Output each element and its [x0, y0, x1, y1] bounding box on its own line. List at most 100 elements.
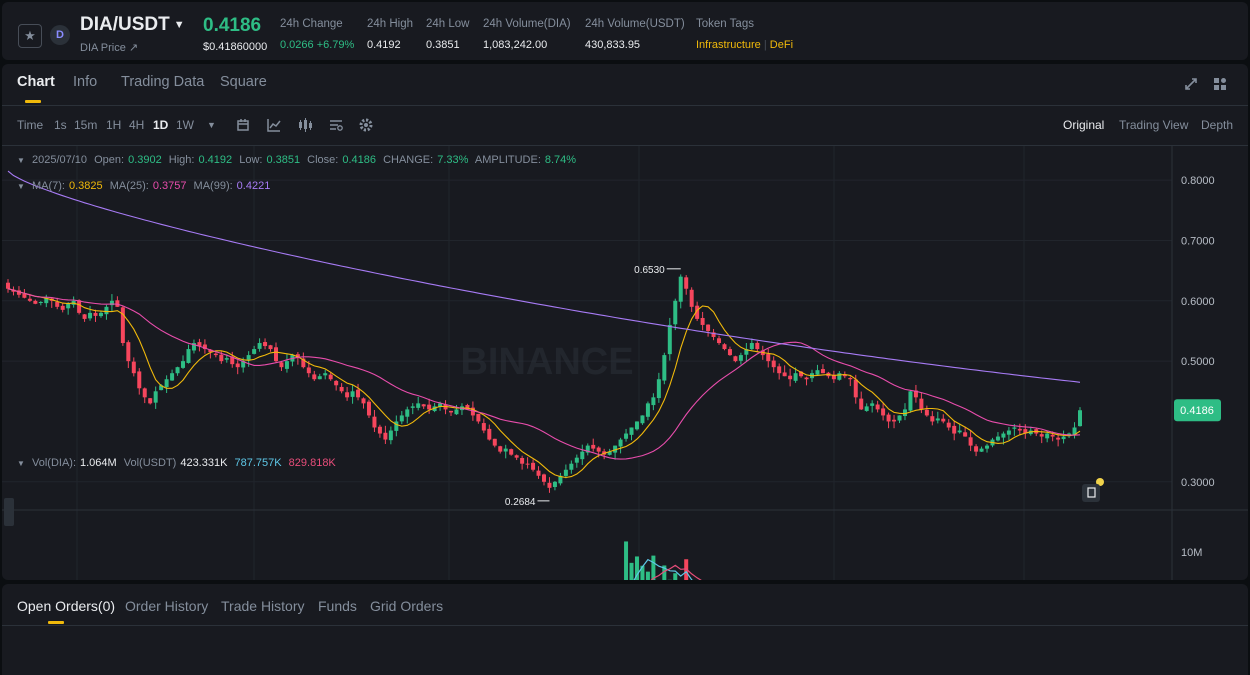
tab-funds[interactable]: Funds — [318, 598, 357, 614]
candle-body — [263, 342, 268, 347]
scroll-handle — [4, 498, 14, 526]
candle-body — [788, 375, 793, 380]
candle-body — [755, 342, 760, 350]
candle-body — [793, 373, 798, 381]
candle-body — [509, 449, 514, 455]
tag-infrastructure[interactable]: Infrastructure — [696, 39, 761, 51]
candle-body — [126, 342, 131, 362]
candle-body — [673, 300, 678, 325]
stat-24h-volume-usdt: 24h Volume(USDT) 430,833.95 — [585, 18, 685, 51]
candle-type-icon[interactable] — [297, 117, 313, 133]
candle-body — [44, 297, 49, 304]
timeframe-more-caret-icon[interactable]: ▼ — [207, 120, 216, 130]
volume-bar — [624, 541, 629, 580]
candle-body — [120, 307, 125, 344]
candle-body — [542, 474, 546, 482]
timeframe-1w[interactable]: 1W — [176, 118, 194, 132]
candle-body — [1039, 434, 1044, 437]
stat-value: 0.0266 +6.79% — [280, 39, 355, 51]
candle-body — [569, 463, 574, 470]
candle-body — [388, 430, 393, 441]
volume-ma2-line — [650, 564, 702, 580]
candle-body — [22, 293, 27, 298]
volume-collapse-icon[interactable]: ▼ — [17, 459, 25, 468]
candle-body — [563, 469, 568, 476]
timeframe-1d[interactable]: 1D — [153, 118, 169, 132]
candle-body — [416, 403, 421, 408]
candle-body — [109, 300, 114, 306]
candle-body — [1072, 427, 1077, 435]
candle-body — [334, 380, 339, 386]
tab-trading-data[interactable]: Trading Data — [121, 74, 205, 90]
tab-info[interactable]: Info — [73, 74, 98, 90]
ohlc-date: 2025/07/10 — [31, 154, 88, 166]
expand-icon[interactable] — [1183, 76, 1199, 92]
candle-body — [656, 379, 661, 399]
timeframe-1h[interactable]: 1H — [106, 118, 122, 132]
timeframe-1s[interactable]: 1s — [54, 118, 67, 132]
dia-price-link[interactable]: DIA Price ↗ — [80, 42, 139, 54]
candle-body — [312, 374, 317, 380]
stat-label: 24h Change — [280, 18, 343, 30]
pair-selector[interactable]: DIA/USDT ▼ — [80, 14, 185, 36]
chart-settings-list-icon[interactable] — [328, 117, 344, 133]
gear-icon[interactable] — [358, 117, 374, 133]
candle-body — [339, 386, 344, 392]
ma7-value: 0.3825 — [68, 180, 103, 192]
candle-body — [476, 413, 481, 422]
tab-open-orders[interactable]: Open Orders(0) — [17, 598, 116, 614]
token-tags: Token Tags Infrastructure | DeFi — [696, 18, 794, 51]
timeframe-4h[interactable]: 4H — [129, 118, 145, 132]
candle-body — [1078, 410, 1082, 427]
indicator-icon[interactable] — [266, 117, 282, 133]
candle-body — [487, 428, 492, 440]
candle-body — [372, 416, 377, 428]
candle-body — [837, 373, 842, 380]
volume-legend: ▼ Vol(DIA): 1.064M Vol(USDT) 423.331K 787.… — [17, 457, 340, 469]
candle-body — [295, 354, 300, 359]
y-tick-label: 0.5000 — [1181, 356, 1215, 368]
candle-body — [60, 305, 65, 310]
timeframe-time[interactable]: Time — [17, 118, 44, 132]
legend-collapse-icon[interactable]: ▼ — [17, 156, 25, 165]
ma7-label: MA(7): — [31, 180, 65, 192]
candle-body — [591, 444, 596, 449]
candle-body — [848, 378, 853, 380]
timeframe-15m[interactable]: 15m — [74, 118, 98, 132]
ma-collapse-icon[interactable]: ▼ — [17, 182, 25, 191]
candle-body — [957, 430, 962, 433]
candle-body — [88, 312, 93, 319]
candle-body — [345, 392, 350, 398]
layout-grid-icon[interactable] — [1212, 76, 1228, 92]
candlestick-chart[interactable]: BINANCE0.80000.70000.60000.50000.300002/… — [2, 146, 1248, 580]
candle-body — [629, 427, 634, 435]
calendar-icon[interactable] — [235, 117, 251, 133]
view-depth[interactable]: Depth — [1201, 118, 1234, 132]
candle-body — [738, 355, 743, 361]
favorite-star-icon[interactable]: ★ — [18, 24, 42, 48]
tab-order-history[interactable]: Order History — [125, 598, 209, 614]
tab-grid-orders[interactable]: Grid Orders — [370, 598, 444, 614]
candle-body — [279, 362, 284, 368]
candle-body — [170, 373, 175, 381]
candle-body — [186, 349, 191, 363]
tag-defi[interactable]: DeFi — [769, 39, 794, 51]
candle-body — [897, 415, 902, 421]
vol-ma1-value: 787.757K — [234, 457, 282, 469]
candle-body — [366, 401, 371, 416]
candle-body — [268, 345, 273, 350]
candle-body — [197, 342, 202, 347]
candle-body — [1017, 428, 1022, 431]
view-original[interactable]: Original — [1063, 118, 1105, 132]
candle-body — [941, 418, 946, 422]
tab-trade-history[interactable]: Trade History — [221, 598, 305, 614]
tab-square[interactable]: Square — [220, 74, 267, 90]
candle-body — [634, 421, 639, 430]
view-trading-view[interactable]: Trading View — [1119, 118, 1189, 132]
chart-panel: Chart Info Trading Data Square Time 1s 1… — [2, 64, 1248, 580]
tab-chart[interactable]: Chart — [17, 74, 55, 90]
candle-body — [662, 355, 667, 381]
candle-body — [454, 409, 459, 415]
candle-body — [82, 314, 87, 319]
candle-body — [208, 349, 213, 353]
